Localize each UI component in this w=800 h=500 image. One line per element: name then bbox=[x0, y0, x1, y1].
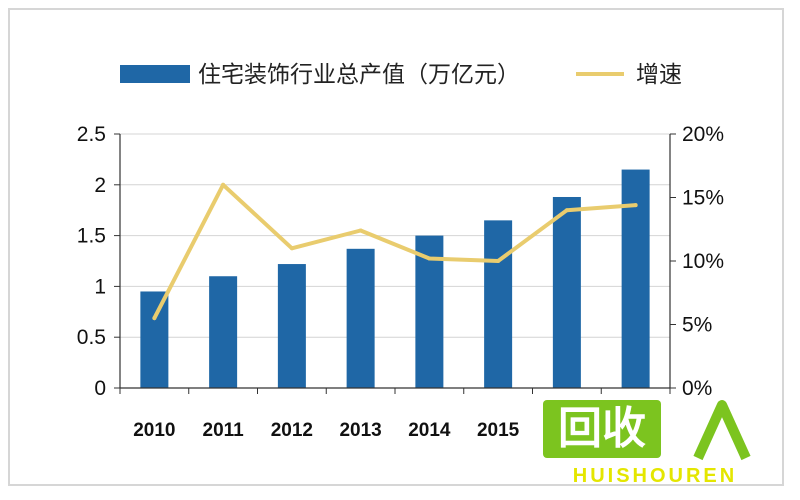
watermark-logo: 回收 HUISHOUREN bbox=[543, 400, 751, 487]
y-left-tick-label: 0 bbox=[94, 377, 106, 400]
legend-label-growth: 增速 bbox=[636, 61, 682, 87]
y-left-tick-label: 2 bbox=[94, 174, 106, 197]
bar-2012 bbox=[277, 264, 306, 388]
growth-line bbox=[152, 182, 638, 321]
y-right-tick-label: 20% bbox=[682, 123, 724, 146]
gridlines bbox=[120, 133, 670, 389]
legend: 住宅装饰行业总产值（万亿元） 增速 bbox=[120, 61, 682, 87]
bar-2017 bbox=[621, 169, 650, 388]
axes: 0 0.5 1 1.5 2 2.5 0% 5% 10% 15% 20% 2010 2011 2012 201… bbox=[77, 123, 724, 441]
growth-point-2016 bbox=[564, 208, 569, 213]
y-left-tick-label: 2.5 bbox=[77, 123, 106, 146]
growth-point-2010 bbox=[152, 316, 157, 321]
y-right-tick-label: 5% bbox=[682, 314, 712, 337]
bar-series bbox=[140, 169, 650, 388]
growth-point-2012 bbox=[289, 246, 294, 251]
bar-2014 bbox=[415, 235, 444, 388]
y-left-tick-label: 1 bbox=[94, 275, 106, 298]
watermark-person-icon bbox=[693, 400, 751, 461]
y-left-tick-label: 1.5 bbox=[77, 225, 106, 248]
bar-2010 bbox=[140, 291, 169, 388]
growth-point-2011 bbox=[221, 182, 226, 187]
y-right-tick-label: 0% bbox=[682, 377, 712, 400]
legend-swatch-output bbox=[120, 65, 190, 83]
x-tick-label: 2013 bbox=[339, 420, 381, 441]
x-tick-label: 2011 bbox=[203, 420, 245, 441]
bar-2011 bbox=[209, 276, 238, 388]
x-tick-label: 2012 bbox=[271, 420, 313, 441]
watermark-badge bbox=[543, 400, 661, 458]
growth-point-2013 bbox=[358, 228, 363, 233]
watermark-main-text: 回收 bbox=[558, 404, 646, 453]
growth-line-series bbox=[152, 182, 638, 321]
x-tick-label: 2015 bbox=[477, 420, 520, 441]
y-left-tick-label: 0.5 bbox=[77, 326, 106, 349]
chart-frame: 0 0.5 1 1.5 2 2.5 0% 5% 10% 15% 20% 2010 2011 2012 201… bbox=[8, 8, 784, 487]
y-right-tick-label: 10% bbox=[682, 250, 724, 273]
x-tick-label: 2014 bbox=[408, 420, 451, 441]
x-tick-label: 2010 bbox=[133, 420, 175, 441]
bar-2015 bbox=[484, 220, 513, 388]
chart-svg: 0 0.5 1 1.5 2 2.5 0% 5% 10% 15% 20% 2010 2011 2012 201… bbox=[77, 61, 751, 487]
watermark-sub-text: HUISHOUREN bbox=[573, 465, 737, 487]
growth-point-2015 bbox=[496, 259, 501, 263]
bar-2013 bbox=[346, 248, 375, 388]
y-right-tick-label: 15% bbox=[682, 187, 724, 210]
legend-label-output: 住宅装饰行业总产值（万亿元） bbox=[198, 61, 520, 87]
bar-2016 bbox=[552, 196, 581, 388]
growth-point-2014 bbox=[427, 256, 432, 261]
growth-point-2017 bbox=[633, 203, 638, 208]
